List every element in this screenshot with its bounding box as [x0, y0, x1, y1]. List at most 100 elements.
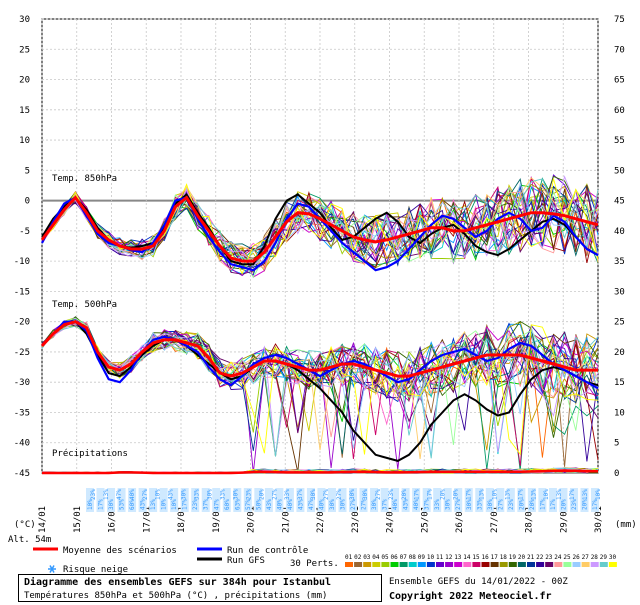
pert-number: 10 [427, 554, 435, 561]
snow-risk-cell [201, 488, 210, 512]
snow-risk-cell [296, 488, 305, 512]
snow-risk-pct-2: 17% [569, 489, 576, 500]
pert-number: 23 [545, 554, 553, 561]
snow-risk-cell [443, 488, 452, 512]
pert-swatch [554, 562, 563, 567]
x-tick-label: 23/01 [351, 506, 361, 533]
x-tick-label: 26/01 [455, 506, 465, 533]
pert-swatch [517, 562, 526, 567]
snow-risk-pct: 30% [487, 499, 494, 510]
pert-number: 17 [491, 554, 499, 561]
snow-risk-pct: 47% [308, 499, 315, 510]
footer-title: Diagramme des ensembles GEFS sur 384h po… [24, 577, 332, 588]
snow-risk-cell [222, 488, 231, 512]
snow-risk-pct: 33% [476, 499, 483, 510]
snow-risk-cell [527, 488, 536, 512]
snow-risk-pct-2: 27% [323, 489, 330, 500]
pert-number: 29 [600, 554, 608, 561]
right-tick-label: 15 [614, 378, 625, 388]
legend-gfs-label: Run GFS [227, 556, 265, 566]
pert-swatch [599, 562, 608, 567]
pert-swatch [454, 562, 463, 567]
snow-risk-pct-2: 10% [595, 489, 602, 500]
mean-precip-line [42, 469, 598, 475]
left-tick-label: -15 [14, 287, 30, 297]
snow-risk-pct-2: 20% [453, 489, 460, 500]
snow-risk-pct: 37% [382, 499, 389, 510]
panel-label-t850: Temp. 850hPa [52, 174, 117, 184]
pert-swatch [481, 562, 490, 567]
pert-swatch [527, 562, 535, 567]
panel-label-precip: Précipitations [52, 448, 128, 459]
x-tick-label: 21/01 [281, 506, 291, 533]
snow-risk-pct: 27% [455, 499, 462, 510]
pert-swatch [363, 562, 372, 567]
snow-risk-cell [264, 488, 273, 512]
snow-risk-cell [422, 488, 431, 512]
snow-risk-pct: 37% [203, 499, 210, 510]
left-tick-label: 5 [25, 166, 30, 176]
snow-risk-cell [506, 488, 515, 512]
right-tick-label: 70 [614, 45, 625, 55]
snow-risk-pct: 40% [392, 499, 399, 510]
snow-risk-cell [517, 488, 526, 512]
pert-number: 19 [509, 554, 517, 561]
snow-risk-pct-2: 10% [543, 489, 550, 500]
pert-swatch [563, 562, 572, 567]
left-tick-label: 30 [19, 15, 30, 25]
pert-number: 03 [363, 554, 371, 561]
pert-number: 13 [454, 554, 462, 561]
pert-t500-line [41, 320, 599, 456]
pert-swatch [372, 562, 381, 567]
snow-risk-cell [96, 488, 105, 512]
pert-number: 27 [582, 554, 590, 561]
pert-swatch [536, 562, 545, 567]
snow-risk-cell [464, 488, 473, 512]
pert-t850-line [41, 178, 599, 268]
snow-risk-pct: 27% [361, 499, 368, 510]
left-tick-label: -35 [14, 408, 30, 418]
pert-swatch [499, 562, 508, 567]
snow-risk-cell [370, 488, 379, 512]
snow-risk-cell [433, 488, 442, 512]
snow-risk-cell [128, 488, 137, 512]
mean-t850-line [40, 195, 599, 263]
snow-risk-pct-2: 30% [362, 489, 369, 500]
snow-risk-pct-2: 33% [194, 489, 201, 500]
snow-risk-cell [338, 488, 347, 512]
snow-risk-pct: 23% [192, 499, 199, 510]
pert-t500-line [41, 320, 599, 456]
pert-number: 18 [500, 554, 508, 561]
legend-mean-label: Moyenne des scénarios [63, 545, 177, 556]
snow-risk-cell [243, 488, 252, 512]
main-series [40, 193, 599, 475]
snow-risk-cell [569, 488, 578, 512]
pert-number: 14 [463, 554, 471, 561]
snow-risk-pct-2: 10% [155, 489, 162, 500]
right-tick-label: 35 [614, 257, 625, 267]
x-tick-label: 24/01 [386, 506, 396, 533]
snow-risk-pct: 23% [508, 499, 515, 510]
snow-risk-pct: 30% [371, 499, 378, 510]
pert-number: 28 [591, 554, 599, 561]
pert-swatch [436, 562, 444, 567]
right-tick-label: 40 [614, 227, 625, 237]
x-tick-label: 20/01 [247, 506, 257, 533]
snow-risk-pct-2: 20% [440, 489, 447, 500]
snow-risk-cell [233, 488, 242, 512]
snow-risk-pct: 60% [129, 499, 136, 510]
snow-risk-pct-2: 13% [103, 489, 110, 500]
snow-risk-pct-2: 23% [388, 489, 395, 500]
snow-risk-cell [149, 488, 158, 512]
snow-risk-cell [107, 488, 116, 512]
pert-number: 24 [554, 554, 562, 561]
pert-number: 21 [527, 554, 535, 561]
snow-risk-pct: 17% [592, 499, 599, 510]
snow-risk-pct-2: 43% [168, 489, 175, 500]
snow-risk-cell [359, 488, 368, 512]
control-t500-line [41, 320, 599, 390]
snow-risk-cell [380, 488, 389, 512]
pert-number: 20 [518, 554, 526, 561]
snow-risk-pct: 30% [466, 499, 473, 510]
snow-risk-pct-2: 20% [258, 489, 265, 500]
